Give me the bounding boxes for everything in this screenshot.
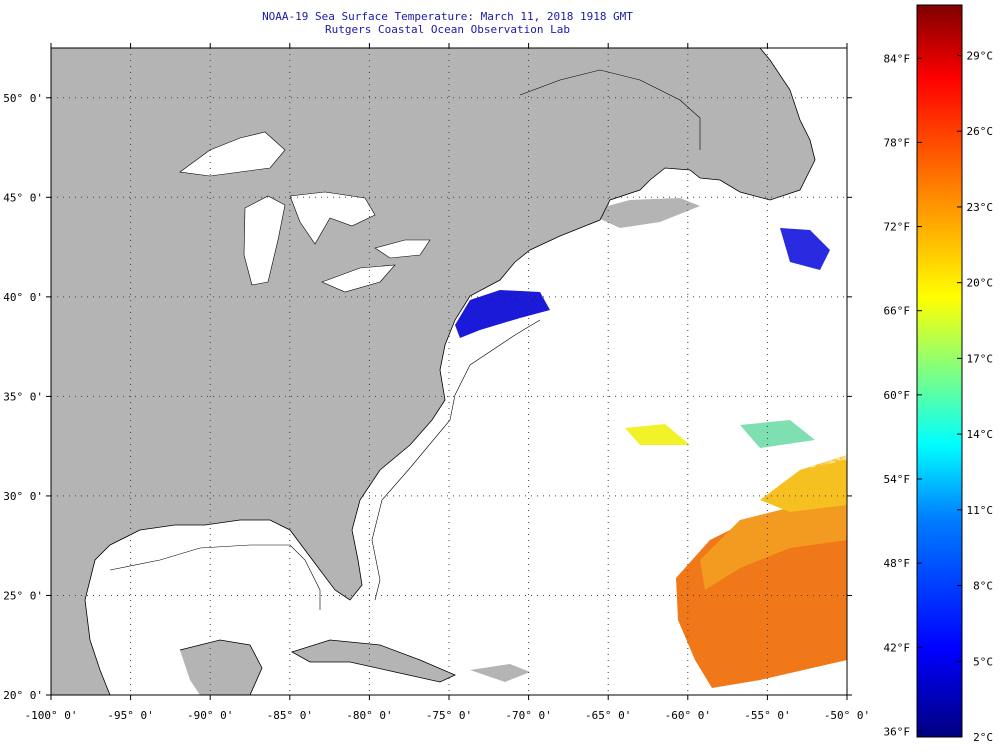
land-mass — [51, 48, 815, 695]
lon-tick-label: -65° 0' — [585, 709, 631, 722]
colorbar-gradient — [916, 4, 963, 738]
colorbar-fahrenheit-label: 60°F — [884, 389, 911, 402]
colorbar-fahrenheit-label: 54°F — [884, 473, 911, 486]
colorbar-celsius-labels: 2°C 5°C 8°C 11°C 14°C 17°C 20°C 23°C 26°C 29°C — [957, 49, 993, 744]
colorbar-celsius-label: 17°C — [967, 352, 994, 365]
map-title: NOAA-19 Sea Surface Temperature: March 1… — [262, 10, 633, 23]
colorbar-fahrenheit-label: 48°F — [884, 557, 911, 570]
lon-tick-label: -80° 0' — [346, 709, 392, 722]
lat-tick-label: 40° 0' — [3, 291, 43, 304]
lon-tick-label: -70° 0' — [505, 709, 551, 722]
sst-swaths — [455, 218, 847, 688]
colorbar-celsius-label: 14°C — [967, 428, 994, 441]
latitude-axis: 20° 0' 25° 0' 30° 0' 35° 0' 40° 0' 45° 0' 50° … — [3, 92, 852, 702]
coastline — [84, 48, 816, 695]
colorbar-celsius-label: 26°C — [967, 125, 994, 138]
lat-tick-label: 35° 0' — [3, 390, 43, 403]
lon-tick-label: -75° 0' — [426, 709, 472, 722]
colorbar-fahrenheit-labels: 36°F 42°F 48°F 54°F 60°F 66°F 72°F 78°F 84°F — [884, 52, 922, 738]
lon-tick-label: -95° 0' — [107, 709, 153, 722]
colorbar-fahrenheit-label: 36°F — [884, 725, 911, 738]
lon-tick-label: -60° 0' — [665, 709, 711, 722]
colorbar-celsius-label: 8°C — [973, 580, 993, 593]
colorbar-fahrenheit-label: 84°F — [884, 52, 911, 65]
colorbar-fahrenheit-label: 72°F — [884, 221, 911, 234]
colorbar-celsius-label: 11°C — [967, 504, 994, 517]
lon-tick-label: -90° 0' — [187, 709, 233, 722]
colorbar-fahrenheit-label: 66°F — [884, 305, 911, 318]
colorbar-celsius-label: 29°C — [967, 49, 994, 62]
colorbar-celsius-label: 2°C — [973, 731, 993, 744]
colorbar: 2°C 5°C 8°C 11°C 14°C 17°C 20°C 23°C 26°C 29°C 36… — [884, 4, 993, 744]
colorbar-celsius-label: 5°C — [973, 655, 993, 668]
lon-tick-label: -85° 0' — [267, 709, 313, 722]
lat-tick-label: 50° 0' — [3, 92, 43, 105]
lat-tick-label: 20° 0' — [3, 689, 43, 702]
colorbar-celsius-label: 23°C — [967, 201, 994, 214]
colorbar-fahrenheit-label: 78°F — [884, 136, 911, 149]
map-subtitle: Rutgers Coastal Ocean Observation Lab — [324, 23, 571, 36]
colorbar-celsius-label: 20°C — [967, 277, 994, 290]
lon-tick-label: -50° 0' — [824, 709, 870, 722]
longitude-axis: -100° 0' -95° 0' -90° 0' -85° 0' -80° 0' -75°… — [25, 43, 870, 722]
lat-tick-label: 25° 0' — [3, 589, 43, 602]
lat-tick-label: 45° 0' — [3, 191, 43, 204]
lon-tick-label: -100° 0' — [25, 709, 78, 722]
graticule — [51, 48, 847, 695]
lat-tick-label: 30° 0' — [3, 490, 43, 503]
map-area — [51, 48, 847, 695]
lon-tick-label: -55° 0' — [744, 709, 790, 722]
great-lakes — [179, 131, 431, 293]
colorbar-fahrenheit-label: 42°F — [884, 641, 911, 654]
